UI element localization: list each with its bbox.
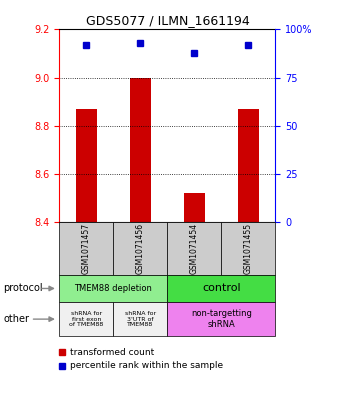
Text: GSM1071456: GSM1071456 xyxy=(136,223,145,274)
Text: transformed count: transformed count xyxy=(70,348,154,356)
Bar xyxy=(238,109,259,222)
Bar xyxy=(76,109,97,222)
Bar xyxy=(184,193,205,222)
Text: control: control xyxy=(202,283,241,294)
Text: shRNA for
first exon
of TMEM88: shRNA for first exon of TMEM88 xyxy=(69,311,104,327)
Text: other: other xyxy=(3,314,29,324)
Text: shRNA for
3'UTR of
TMEM88: shRNA for 3'UTR of TMEM88 xyxy=(125,311,156,327)
Text: protocol: protocol xyxy=(3,283,43,294)
Text: GSM1071455: GSM1071455 xyxy=(244,223,253,274)
Text: non-targetting
shRNA: non-targetting shRNA xyxy=(191,309,252,329)
Text: TMEM88 depletion: TMEM88 depletion xyxy=(74,284,152,293)
Text: GSM1071457: GSM1071457 xyxy=(82,223,91,274)
Bar xyxy=(130,77,151,222)
Text: GSM1071454: GSM1071454 xyxy=(190,223,199,274)
Text: percentile rank within the sample: percentile rank within the sample xyxy=(70,362,223,370)
Title: GDS5077 / ILMN_1661194: GDS5077 / ILMN_1661194 xyxy=(86,14,249,27)
